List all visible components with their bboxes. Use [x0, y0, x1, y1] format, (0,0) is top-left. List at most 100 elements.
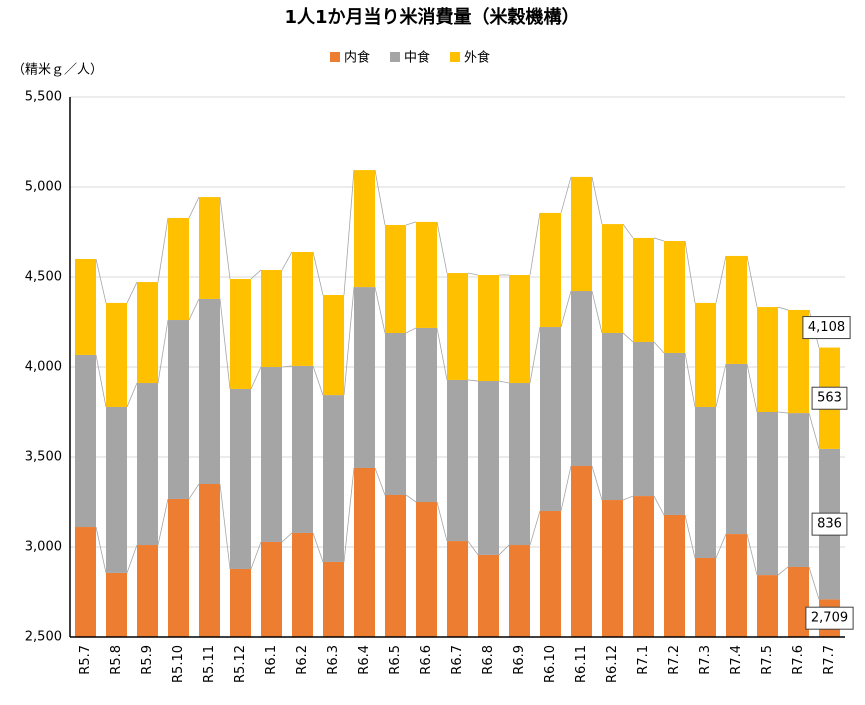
legend-swatch — [330, 52, 340, 62]
x-tick-label: R6.11 — [574, 645, 589, 683]
bar-segment — [292, 532, 313, 637]
bar-segment — [168, 498, 189, 637]
legend-swatch — [390, 52, 401, 62]
connector — [653, 341, 665, 354]
connector — [746, 363, 758, 413]
bar-segment — [416, 327, 437, 502]
connector — [684, 514, 696, 559]
bar-segment — [323, 295, 344, 396]
x-tick-label: R7.2 — [667, 645, 682, 675]
x-tick-label: R7.5 — [760, 645, 775, 675]
bar-segment — [695, 557, 716, 637]
connector — [405, 221, 417, 226]
connector — [281, 532, 293, 543]
connector — [250, 269, 262, 280]
bar-segment — [354, 467, 375, 637]
label-box — [811, 512, 848, 536]
connector — [95, 526, 107, 574]
connector — [622, 495, 634, 501]
connector — [746, 255, 758, 308]
bar-segment — [447, 541, 468, 637]
connector — [436, 221, 448, 274]
x-tick-label: R6.3 — [326, 645, 341, 675]
y-tick-label: 5,500 — [25, 90, 62, 105]
connector — [653, 237, 665, 242]
label-box — [802, 316, 851, 340]
connector — [684, 240, 696, 303]
connector — [560, 465, 572, 512]
connector — [312, 365, 324, 396]
x-tick-label: R7.1 — [636, 645, 651, 675]
data-label-text: 563 — [817, 391, 842, 406]
bar-segment — [757, 575, 778, 637]
bar-segment — [788, 566, 809, 637]
connector — [467, 272, 479, 276]
y-tick-label: 4,000 — [25, 360, 62, 375]
connector — [560, 176, 572, 214]
connector — [157, 217, 169, 283]
bar-segment — [385, 224, 406, 333]
chart-title: 1人1か月当り米消費量（米穀機構） — [284, 6, 579, 28]
connector — [436, 501, 448, 542]
y-tick-label: 3,000 — [25, 540, 62, 555]
label-box — [805, 606, 854, 630]
connector — [529, 212, 541, 276]
bar-segment — [137, 282, 158, 384]
connector — [374, 467, 386, 496]
connector — [157, 498, 169, 546]
bar-segment — [602, 224, 623, 333]
bar-segment — [261, 269, 282, 367]
connector — [126, 281, 138, 304]
connector — [591, 176, 603, 225]
bar-segment — [695, 406, 716, 558]
legend-label: 内食 — [344, 50, 370, 66]
bar-segment — [478, 275, 499, 382]
data-label-text: 836 — [817, 517, 842, 532]
connector — [219, 298, 231, 390]
bar-segment — [664, 514, 685, 637]
data-label-text: 4,108 — [808, 320, 845, 335]
bar-segment — [571, 466, 592, 637]
data-label-text: 2,709 — [811, 611, 848, 626]
connector — [126, 382, 138, 408]
connector — [684, 352, 696, 408]
bar-segment — [509, 383, 530, 546]
x-tick-label: R6.10 — [543, 645, 558, 683]
bar-segment — [447, 379, 468, 542]
bar-segment — [788, 413, 809, 567]
bar-segment — [292, 365, 313, 533]
legend-label: 外食 — [464, 50, 490, 66]
y-tick-label: 2,500 — [25, 630, 62, 645]
connector — [250, 541, 262, 570]
connector — [591, 465, 603, 501]
bar-segment — [385, 494, 406, 637]
bar-segment — [137, 383, 158, 546]
connector — [95, 258, 107, 304]
bar-segment — [509, 545, 530, 637]
legend-label: 中食 — [404, 50, 430, 66]
x-tick-label: R5.12 — [233, 645, 248, 683]
bar-segment — [75, 354, 96, 528]
x-tick-label: R5.9 — [140, 645, 155, 675]
connector — [343, 287, 355, 396]
bar-segment — [664, 352, 685, 515]
x-tick-label: R7.7 — [822, 645, 837, 675]
bar-segment — [385, 332, 406, 495]
x-tick-label: R7.4 — [729, 645, 744, 675]
bar-segment — [199, 197, 220, 299]
connector — [405, 494, 417, 503]
bar-segment — [75, 259, 96, 355]
label-box — [811, 386, 848, 410]
y-tick-label: 5,000 — [25, 180, 62, 195]
bar-segment — [323, 395, 344, 562]
bar-segment — [354, 170, 375, 288]
connector — [498, 544, 510, 556]
connector — [529, 510, 541, 546]
bar-segment — [447, 273, 468, 380]
connector — [219, 483, 231, 570]
bar-segment — [230, 278, 251, 389]
bar-segment — [540, 327, 561, 511]
connector — [808, 566, 820, 600]
bar-segment — [106, 406, 127, 573]
